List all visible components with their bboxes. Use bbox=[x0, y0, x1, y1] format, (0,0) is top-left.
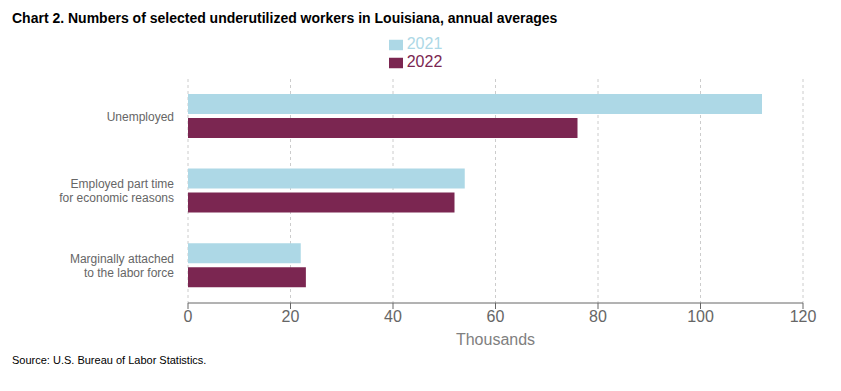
html-text:2021: 2021 bbox=[406, 35, 443, 52]
svg-text:20: 20 bbox=[282, 308, 300, 325]
svg-text:100: 100 bbox=[687, 308, 714, 325]
svg-text:40: 40 bbox=[384, 308, 402, 325]
svg-text:Employed part timefor economic: Employed part timefor economic reasons bbox=[59, 177, 174, 205]
svg-text:Unemployed: Unemployed bbox=[107, 110, 174, 124]
svg-text:60: 60 bbox=[487, 308, 505, 325]
svg-text:80: 80 bbox=[589, 308, 607, 325]
svg-text:Thousands: Thousands bbox=[456, 331, 535, 348]
svg-text:Marginally attachedto the labo: Marginally attachedto the labor force bbox=[70, 252, 174, 280]
svg-text:0: 0 bbox=[184, 308, 193, 325]
html-text:Source: U.S. Bureau of Labor S: Source: U.S. Bureau of Labor Statistics. bbox=[12, 354, 207, 366]
svg-text:120: 120 bbox=[790, 308, 817, 325]
html-text:2022: 2022 bbox=[406, 53, 443, 70]
html-text:Chart 2. Numbers of selected u: Chart 2. Numbers of selected underutiliz… bbox=[12, 10, 558, 26]
